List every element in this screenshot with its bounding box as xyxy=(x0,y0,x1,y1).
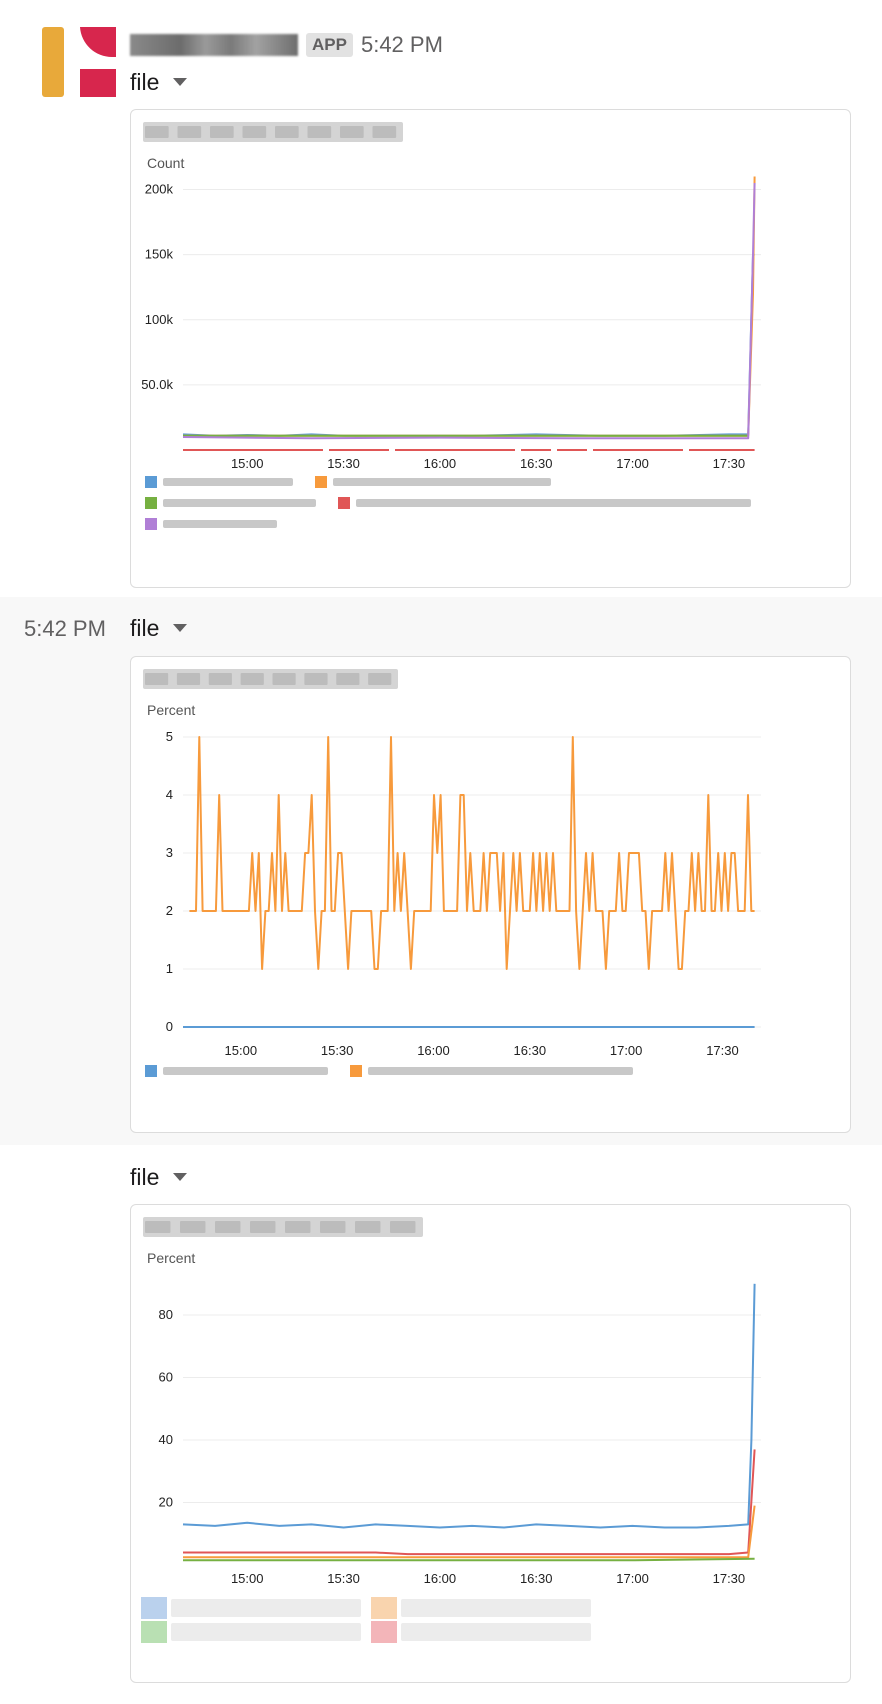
y-tick-label: 60 xyxy=(159,1370,173,1385)
file-label: file xyxy=(130,1163,160,1190)
message-1: APP 5:42 PM file Count 200k 150k 100k 50.0k 1… xyxy=(0,0,882,597)
y-tick-label: 80 xyxy=(159,1307,173,1322)
series-line-1[interactable] xyxy=(182,1283,756,1529)
chart-title xyxy=(143,669,398,689)
chart-svg: Percent 5 4 3 2 1 0 15:00 15:30 16:00 16:30 17:00 17… xyxy=(143,669,761,1077)
message-2: 5:42 PM file Percent 5 4 3 2 1 0 15:00 15:30 16:0… xyxy=(0,597,882,1145)
x-tick-label: 15:30 xyxy=(327,1571,360,1586)
file-label: file xyxy=(130,68,160,95)
message-header: APP 5:42 PM xyxy=(130,28,443,62)
x-tick-label: 16:00 xyxy=(424,456,457,471)
x-tick-label: 15:00 xyxy=(225,1043,258,1058)
legend-entry[interactable] xyxy=(350,1065,633,1077)
file-label: file xyxy=(130,614,160,641)
chart-title xyxy=(143,122,403,142)
series-line-5[interactable] xyxy=(182,182,756,440)
x-tick-label: 17:30 xyxy=(713,456,746,471)
y-axis-label: Percent xyxy=(147,702,195,718)
y-tick-label: 0 xyxy=(166,1019,173,1034)
chart-card[interactable]: Percent 5 4 3 2 1 0 15:00 15:30 16:00 16:30 17:00 17… xyxy=(130,656,851,1133)
series-line-4[interactable] xyxy=(183,1557,755,1562)
legend-entry[interactable] xyxy=(338,497,751,509)
legend-entry[interactable] xyxy=(315,476,551,488)
legend-entry[interactable] xyxy=(371,1621,591,1643)
file-toggle[interactable]: file xyxy=(130,1162,188,1192)
timestamp[interactable]: 5:42 PM xyxy=(360,32,443,57)
series-line-2[interactable] xyxy=(183,176,756,437)
x-tick-label: 16:30 xyxy=(520,456,553,471)
y-tick-label: 200k xyxy=(145,182,174,197)
series-line-2[interactable] xyxy=(183,1449,756,1556)
caret-down-icon[interactable] xyxy=(173,624,188,632)
y-tick-label: 150k xyxy=(145,247,174,262)
y-tick-label: 50.0k xyxy=(141,377,173,392)
caret-down-icon[interactable] xyxy=(173,1173,188,1181)
legend-entry[interactable] xyxy=(141,1597,361,1619)
y-tick-label: 3 xyxy=(166,845,173,860)
x-tick-label: 17:30 xyxy=(706,1043,739,1058)
series-line-3[interactable] xyxy=(183,1505,756,1559)
legend-entry[interactable] xyxy=(145,1065,328,1077)
legend-entry[interactable] xyxy=(145,476,293,488)
chart-svg: Percent 80 60 40 20 15:00 15:30 16:00 16:30 17:00… xyxy=(141,1217,761,1643)
y-tick-label: 2 xyxy=(166,903,173,918)
chart-svg: Count 200k 150k 100k 50.0k 15:00 15:30 16:00 16:… xyxy=(141,122,761,530)
y-tick-label: 40 xyxy=(159,1432,173,1447)
x-tick-label: 17:00 xyxy=(610,1043,643,1058)
sender-name[interactable] xyxy=(130,34,298,56)
x-tick-label: 15:30 xyxy=(327,456,360,471)
chart-card[interactable]: Count 200k 150k 100k 50.0k 15:00 15:30 16:00 16:… xyxy=(130,109,851,588)
x-tick-label: 16:00 xyxy=(424,1571,457,1586)
y-tick-label: 100k xyxy=(145,312,174,327)
x-tick-label: 17:00 xyxy=(616,456,649,471)
caret-down-icon[interactable] xyxy=(173,78,188,86)
y-tick-label: 1 xyxy=(166,961,173,976)
legend-entry[interactable] xyxy=(145,518,277,530)
x-tick-label: 16:00 xyxy=(417,1043,450,1058)
legend-entry[interactable] xyxy=(145,497,316,509)
legend-entry[interactable] xyxy=(371,1597,591,1619)
y-tick-label: 5 xyxy=(166,729,173,744)
hover-timestamp[interactable]: 5:42 PM xyxy=(24,616,106,641)
legend-entry[interactable] xyxy=(141,1621,361,1643)
chart-title xyxy=(143,1217,423,1237)
message-3: file Percent 80 60 40 20 15:00 15:30 16:00 16:30… xyxy=(0,1145,882,1704)
app-avatar[interactable] xyxy=(42,27,116,97)
x-tick-label: 17:00 xyxy=(616,1571,649,1586)
series-line-1[interactable] xyxy=(182,253,755,437)
x-tick-label: 16:30 xyxy=(514,1043,547,1058)
y-tick-label: 20 xyxy=(159,1495,173,1510)
x-tick-label: 15:30 xyxy=(321,1043,354,1058)
y-axis-label: Count xyxy=(147,155,184,171)
file-toggle[interactable]: file xyxy=(130,613,188,643)
file-toggle[interactable]: file xyxy=(130,67,188,97)
app-badge: APP xyxy=(306,33,353,57)
y-tick-label: 4 xyxy=(166,787,173,802)
x-tick-label: 17:30 xyxy=(713,1571,746,1586)
x-tick-label: 15:00 xyxy=(231,1571,264,1586)
x-tick-label: 16:30 xyxy=(520,1571,553,1586)
series-line-2[interactable] xyxy=(189,736,755,970)
x-tick-label: 15:00 xyxy=(231,456,264,471)
y-axis-label: Percent xyxy=(147,1250,195,1266)
chart-card[interactable]: Percent 80 60 40 20 15:00 15:30 16:00 16:30 17:00… xyxy=(130,1204,851,1683)
